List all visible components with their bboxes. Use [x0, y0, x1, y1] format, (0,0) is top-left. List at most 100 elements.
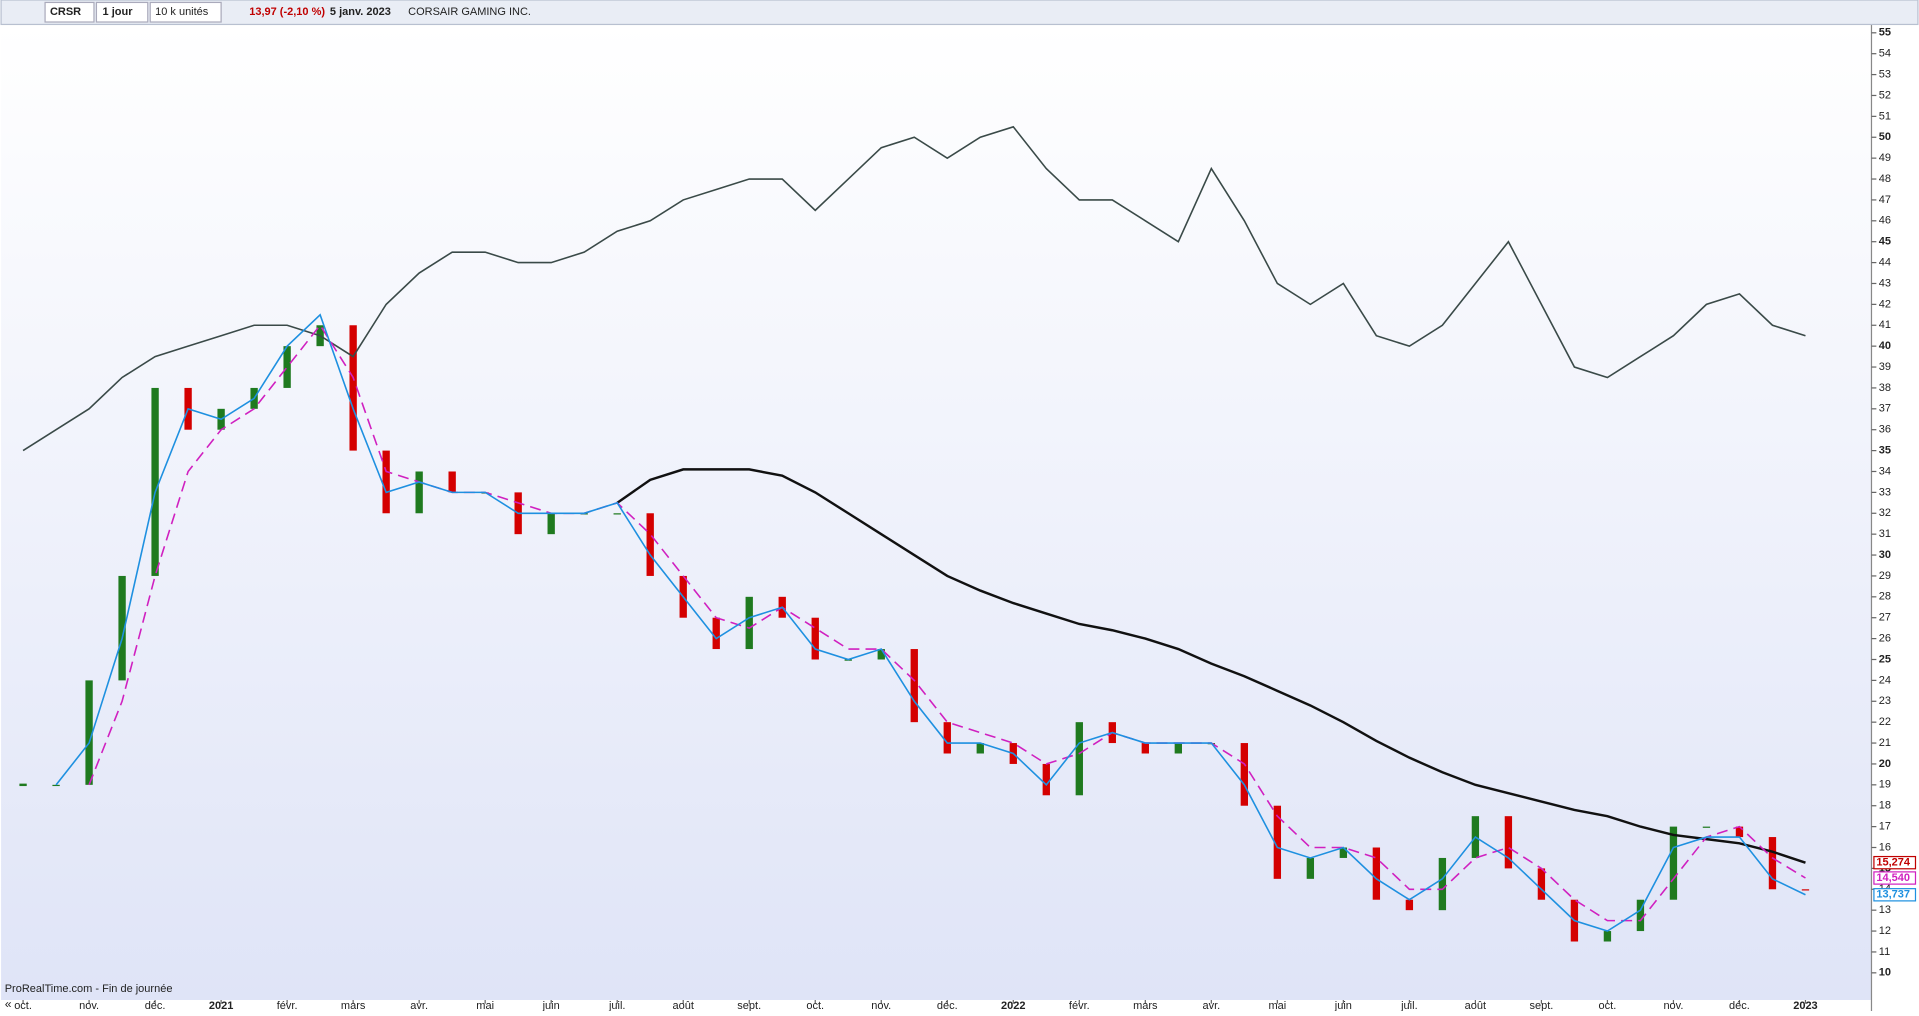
scroll-left[interactable]: «: [5, 997, 12, 1011]
price-candle: [448, 471, 456, 493]
value-badge-label: 15,274: [1876, 857, 1911, 869]
x-tick-label: mai: [476, 1000, 494, 1011]
price-candle: [85, 680, 93, 785]
y-tick-label: 25: [1879, 653, 1891, 665]
y-tick-label: 47: [1879, 194, 1891, 206]
price-candle: [976, 743, 984, 754]
symbol[interactable]: CRSR: [50, 6, 81, 18]
x-tick-label: juin: [542, 1000, 560, 1011]
price-candle: [943, 722, 951, 754]
period-box[interactable]: [95, 1, 149, 23]
y-tick-label: 31: [1879, 528, 1891, 540]
y-tick-label: 19: [1879, 779, 1891, 791]
price-candle: [1636, 899, 1645, 932]
y-tick-label: 37: [1879, 403, 1891, 415]
price-candle: [151, 387, 159, 576]
y-tick-label: 23: [1879, 695, 1891, 707]
price-candle: [1141, 743, 1149, 754]
quote-date: 5 janv. 2023: [330, 6, 391, 18]
units-box[interactable]: [149, 1, 222, 23]
x-tick-label: oct.: [806, 1000, 824, 1011]
x-tick-label: juil.: [1400, 1000, 1418, 1011]
value-badge: [1873, 871, 1917, 885]
y-tick-label: 35: [1879, 445, 1891, 457]
x-tick-label: août: [1465, 1000, 1486, 1011]
y-tick-label: 28: [1879, 591, 1891, 603]
price-candle: [712, 617, 720, 650]
x-tick-label: mars: [341, 1000, 366, 1011]
x-tick-label: 2023: [1793, 1000, 1817, 1011]
y-tick-label: 17: [1879, 821, 1891, 833]
y-tick-label: 39: [1879, 361, 1891, 373]
x-tick-label: mars: [1133, 1000, 1158, 1011]
period[interactable]: 1 jour: [103, 6, 134, 18]
value-badge-label: 13,737: [1876, 889, 1910, 901]
price-candle: [910, 649, 918, 723]
price-candle: [52, 784, 60, 787]
y-tick-label: 48: [1879, 173, 1891, 185]
price-candle: [1042, 763, 1050, 796]
price-candle: [811, 617, 819, 660]
price-candle: [1801, 889, 1810, 891]
price-candle: [1537, 868, 1546, 900]
series-line: [616, 468, 1806, 864]
x-tick-label: oct.: [1599, 1000, 1617, 1011]
price-candle: [613, 513, 621, 515]
price-candle: [745, 596, 753, 650]
y-tick-label: 51: [1879, 110, 1891, 122]
value-badge: [1873, 888, 1917, 902]
footer: ProRealTime.com - Fin de journée: [5, 983, 173, 995]
y-tick-label: 26: [1879, 633, 1891, 645]
instrument-name: CORSAIR GAMING INC.: [408, 6, 531, 18]
price-candle: [382, 450, 390, 514]
x-tick-label: sept.: [737, 1000, 761, 1011]
x-tick-label: août: [673, 1000, 694, 1011]
y-tick-label: 50: [1879, 131, 1891, 143]
y-tick-label: 34: [1879, 465, 1891, 477]
y-tick-label: 53: [1879, 68, 1891, 80]
y-tick-label: 22: [1879, 716, 1891, 728]
price-candle: [1339, 847, 1348, 858]
value-badge: [1873, 855, 1917, 870]
x-tick-label: avr.: [410, 1000, 428, 1011]
y-tick-label: 13: [1879, 904, 1891, 916]
price-candle: [1273, 805, 1282, 879]
quote: 13,97 (-2,10 %): [249, 6, 325, 18]
price-candle: [1768, 837, 1777, 890]
x-tick-label: nov.: [1663, 1000, 1683, 1011]
x-axis-background: [1, 999, 1872, 1011]
x-tick-label: sept.: [1529, 1000, 1553, 1011]
plot-background: [1, 24, 1872, 1000]
price-candle: [1504, 816, 1513, 869]
x-tick-label: nov.: [79, 1000, 99, 1011]
x-tick-label: 2022: [1001, 1000, 1025, 1011]
price-candle: [118, 575, 126, 681]
price-candle: [1240, 743, 1249, 806]
x-tick-label: déc.: [1729, 1000, 1750, 1011]
price-candle: [1405, 899, 1414, 911]
y-tick-label: 44: [1879, 256, 1891, 268]
x-tick-label: 2021: [209, 1000, 233, 1011]
y-tick-label: 46: [1879, 215, 1891, 227]
y-tick-label: 12: [1879, 925, 1891, 937]
x-tick-label: févr.: [277, 1000, 298, 1011]
y-tick-label: 21: [1879, 737, 1891, 749]
y-tick-label: 32: [1879, 507, 1891, 519]
y-tick-label: 30: [1879, 549, 1891, 561]
y-tick-label: 10: [1879, 967, 1891, 979]
price-candle: [877, 649, 885, 660]
price-candle: [415, 471, 423, 514]
price-candle: [1702, 826, 1711, 828]
y-tick-label: 40: [1879, 340, 1891, 352]
units[interactable]: 10 k unités: [155, 6, 209, 18]
y-tick-label: 45: [1879, 236, 1891, 248]
symbol-box[interactable]: [44, 1, 95, 23]
price-candle: [1306, 857, 1315, 879]
price-candle: [1735, 826, 1744, 838]
x-tick-label: mai: [1268, 1000, 1286, 1011]
y-tick-label: 54: [1879, 48, 1891, 60]
y-axis-background: [1871, 24, 1918, 1011]
price-candle: [283, 346, 291, 388]
price-candle: [1438, 857, 1447, 911]
